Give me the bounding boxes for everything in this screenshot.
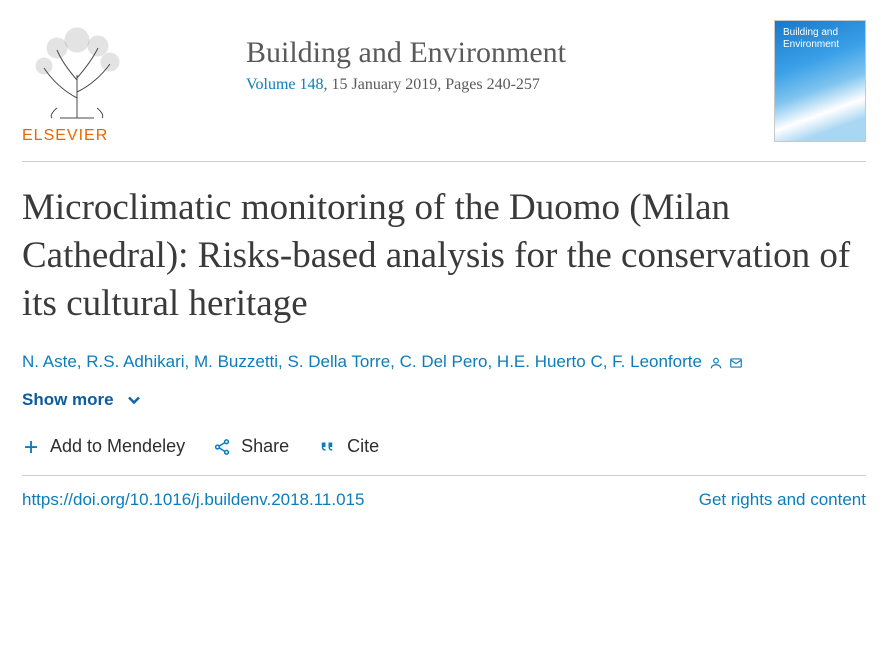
journal-meta: Volume 148, 15 January 2019, Pages 240-2…	[246, 76, 756, 94]
chevron-down-icon	[124, 390, 144, 410]
article-title: Microclimatic monitoring of the Duomo (M…	[22, 184, 866, 328]
cite-button[interactable]: Cite	[317, 436, 379, 457]
journal-block: Building and Environment Volume 148, 15 …	[150, 20, 756, 94]
quote-icon	[317, 438, 337, 456]
action-row: Add to Mendeley Share Cite	[22, 436, 866, 457]
share-button[interactable]: Share	[213, 436, 289, 457]
authors-text[interactable]: N. Aste, R.S. Adhikari, M. Buzzetti, S. …	[22, 352, 702, 371]
mail-icon[interactable]	[729, 356, 743, 370]
show-more-button[interactable]: Show more	[22, 390, 144, 410]
show-more-label: Show more	[22, 390, 114, 410]
footer-row: https://doi.org/10.1016/j.buildenv.2018.…	[22, 490, 866, 510]
plus-icon	[22, 438, 40, 456]
doi-link[interactable]: https://doi.org/10.1016/j.buildenv.2018.…	[22, 490, 364, 510]
volume-link[interactable]: Volume 148	[246, 76, 323, 93]
elsevier-tree-icon	[22, 20, 132, 120]
cite-label: Cite	[347, 436, 379, 457]
pages: Pages 240-257	[445, 76, 540, 93]
divider	[22, 475, 866, 476]
journal-cover-thumbnail[interactable]: Building and Environment	[774, 20, 866, 142]
cover-title: Building and Environment	[783, 27, 839, 51]
journal-name[interactable]: Building and Environment	[246, 36, 756, 70]
share-icon	[213, 438, 231, 456]
publisher-name: ELSEVIER	[22, 127, 132, 145]
issue-date: 15 January 2019	[331, 76, 437, 93]
person-icon[interactable]	[709, 356, 723, 370]
divider	[22, 161, 866, 162]
author-list: N. Aste, R.S. Adhikari, M. Buzzetti, S. …	[22, 352, 866, 372]
share-label: Share	[241, 436, 289, 457]
add-mendeley-label: Add to Mendeley	[50, 436, 185, 457]
rights-link[interactable]: Get rights and content	[699, 490, 866, 510]
add-to-mendeley-button[interactable]: Add to Mendeley	[22, 436, 185, 457]
publisher-logo[interactable]: ELSEVIER	[22, 20, 132, 145]
header-row: ELSEVIER Building and Environment Volume…	[22, 20, 866, 145]
